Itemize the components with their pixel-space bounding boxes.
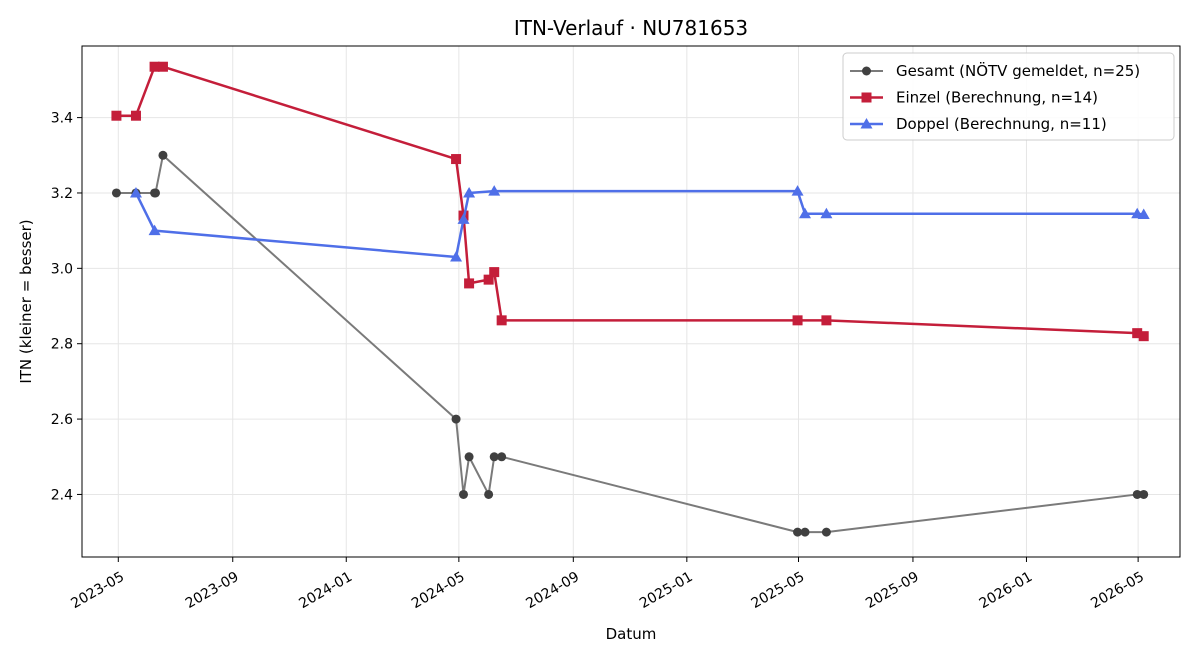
chart-title: ITN-Verlauf · NU781653 [514,16,748,40]
data-point-einzel [496,315,507,326]
y-tick-label: 2.4 [51,487,73,503]
x-axis-label: Datum [606,625,657,643]
legend-label-einzel: Einzel (Berechnung, n=14) [896,89,1098,107]
data-point-doppel [799,207,812,219]
data-point-gesamt [497,452,507,462]
data-point-doppel [457,213,470,224]
data-point-einzel [483,274,494,285]
data-point-doppel [129,186,142,198]
data-point-einzel [792,315,803,326]
data-point-einzel [149,61,160,72]
series-layer [111,61,1150,537]
data-point-doppel [148,224,161,236]
data-point-einzel [489,267,500,278]
data-point-gesamt [111,188,121,198]
data-point-doppel [820,207,833,219]
y-axis-label: ITN (kleiner = besser) [17,219,35,383]
legend-label-gesamt: Gesamt (NÖTV gemeldet, n=25) [896,61,1140,80]
data-point-gesamt [800,527,810,537]
data-point-einzel [451,154,462,165]
data-point-gesamt [464,452,474,462]
legend-entry-gesamt: Gesamt (NÖTV gemeldet, n=25) [850,61,1140,80]
data-point-einzel [464,278,475,289]
plot-frame [81,45,1181,558]
data-point-einzel [821,315,832,326]
legend-label-doppel: Doppel (Berechnung, n=11) [896,115,1107,133]
legend-entry-doppel: Doppel (Berechnung, n=11) [850,115,1107,133]
data-point-doppel [1137,208,1150,219]
y-tick-label: 2.8 [51,337,73,353]
legend-entry-einzel: Einzel (Berechnung, n=14) [850,89,1098,107]
data-point-gesamt [158,150,168,160]
data-point-gesamt [1132,489,1142,499]
legend-marker-einzel [861,92,872,103]
data-point-gesamt [489,452,499,462]
data-point-doppel [791,185,804,196]
y-tick-label: 2.6 [51,412,73,428]
data-point-doppel [488,185,501,196]
data-point-doppel [463,186,476,198]
data-point-gesamt [821,527,831,537]
y-tick-label: 3.2 [51,186,73,202]
data-point-einzel [111,110,122,121]
data-point-einzel [157,61,168,72]
data-point-einzel [1132,328,1143,339]
data-point-einzel [1138,331,1149,342]
data-point-gesamt [1139,489,1149,499]
data-point-gesamt [793,527,803,537]
y-tick-label: 3.0 [51,261,73,277]
data-point-gesamt [451,414,461,424]
legend-box [842,52,1175,141]
data-point-gesamt [459,489,469,499]
data-point-doppel [450,251,463,262]
series-doppel [129,185,1150,262]
legend-marker-gesamt [862,66,871,76]
data-point-gesamt [484,489,494,499]
y-tick-label: 3.4 [51,111,73,127]
legend: Gesamt (NÖTV gemeldet, n=25) Einzel (Bere… [842,52,1175,141]
legend-marker-doppel [860,118,873,129]
data-point-gesamt [151,188,161,198]
data-point-einzel [130,110,141,121]
